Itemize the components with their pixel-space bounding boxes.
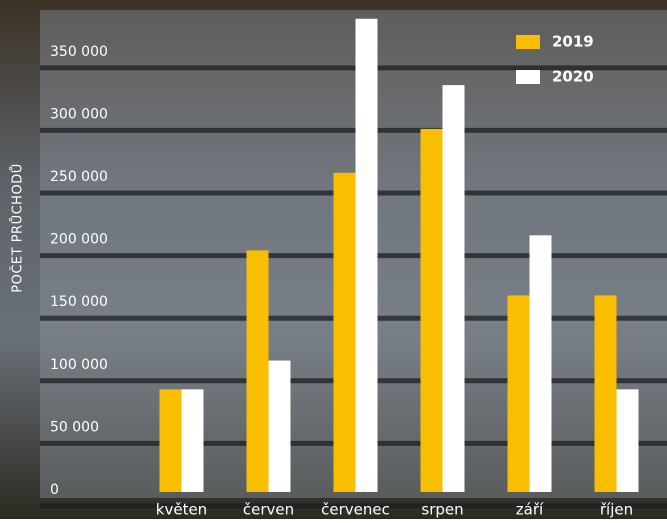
legend-swatch (516, 35, 540, 49)
legend-label: 2020 (552, 68, 594, 86)
y-tick-label: 350 000 (50, 44, 108, 60)
bar (508, 295, 530, 492)
bar (269, 361, 291, 492)
y-axis-title: POČET PRŮCHODŮ (10, 163, 26, 292)
bar (356, 19, 378, 492)
y-tick-label: 200 000 (50, 232, 108, 248)
bar (182, 389, 204, 492)
x-tick-label: květen (156, 501, 207, 519)
y-tick-label: 50 000 (50, 419, 99, 435)
bar (443, 85, 465, 492)
x-tick-label: srpen (421, 501, 463, 519)
bar (421, 129, 443, 492)
y-tick-label: 150 000 (50, 294, 108, 310)
bar (595, 295, 617, 492)
y-tick-label: 0 (50, 482, 59, 498)
y-tick-label: 100 000 (50, 357, 108, 373)
legend-label: 2019 (552, 33, 594, 51)
bar (160, 389, 182, 492)
y-tick-label: 300 000 (50, 106, 108, 122)
bar (617, 389, 639, 492)
x-tick-label: říjen (600, 501, 633, 519)
x-tick-label: září (516, 501, 544, 519)
chart: POČET PRŮCHODŮ 0 50 000 100 000 150 000 200 … (0, 0, 667, 519)
bar (530, 235, 552, 492)
x-tick-label: červen (243, 501, 294, 519)
bar (334, 173, 356, 492)
y-tick-label: 250 000 (50, 169, 108, 185)
legend-swatch (516, 70, 540, 84)
bar (247, 250, 269, 492)
page: {"chart_data": {"type": "bar", "y_label"… (0, 0, 667, 519)
x-tick-label: červenec (321, 501, 390, 519)
